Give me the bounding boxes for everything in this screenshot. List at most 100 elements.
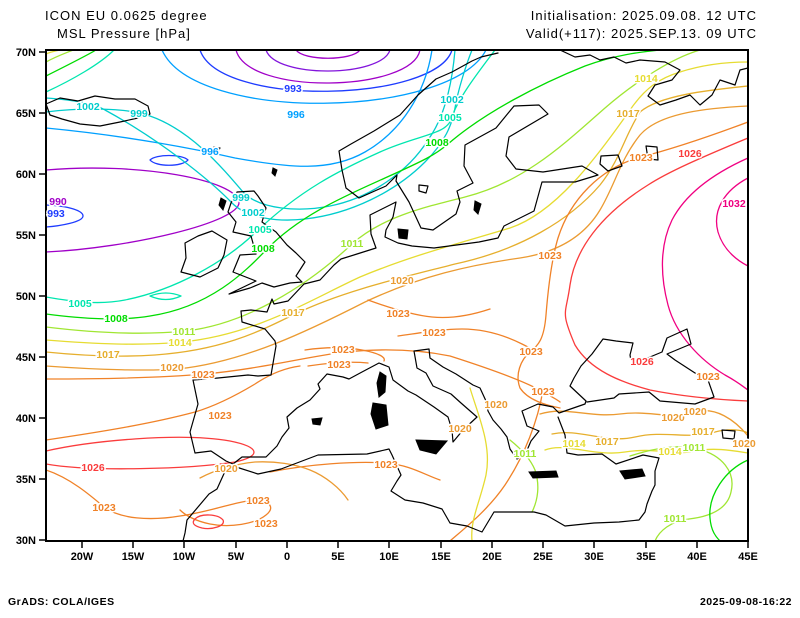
lon-tick-label: 5E xyxy=(331,551,344,563)
island-sicily xyxy=(415,439,449,455)
isobar-label-1017: 1017 xyxy=(691,426,715,438)
island-corsica xyxy=(376,371,387,398)
isobar-1005 xyxy=(149,292,182,301)
isobar-label-1026: 1026 xyxy=(81,462,105,474)
isobar-label-996: 996 xyxy=(287,109,305,121)
coast-iceland xyxy=(46,95,151,127)
lon-tick-label: 15E xyxy=(431,551,451,563)
isobar-label-1020: 1020 xyxy=(732,438,756,450)
isobar-1011 xyxy=(46,50,701,334)
lat-tick-label: 30N xyxy=(16,535,36,547)
isobar-label-1020: 1020 xyxy=(160,362,184,374)
isobar-990 xyxy=(235,50,421,84)
coast-anatolia-levant-africa xyxy=(232,416,660,533)
lon-tick-label: 10W xyxy=(173,551,196,563)
isobar-1005 xyxy=(46,50,496,304)
isobar-label-1002: 1002 xyxy=(440,94,464,106)
isobar-label-1002: 1002 xyxy=(76,101,100,113)
isobar-1011 xyxy=(509,439,539,513)
lon-tick-label: 30E xyxy=(584,551,604,563)
lon-tick-label: 20W xyxy=(71,551,94,563)
isobar-1032 xyxy=(716,177,748,267)
isobar-label-993: 993 xyxy=(284,83,302,95)
isobar-1017 xyxy=(46,85,748,357)
isobar-1017 xyxy=(551,429,748,440)
lat-tick-label: 35N xyxy=(16,474,36,486)
isobar-1026 xyxy=(564,137,748,402)
isobar-1023 xyxy=(449,389,544,541)
isobar-993 xyxy=(46,204,84,228)
isobar-1020 xyxy=(46,105,748,371)
isobar-label-1023: 1023 xyxy=(246,495,270,507)
isobar-label-990: 990 xyxy=(49,196,67,208)
isobar-990 xyxy=(46,167,240,253)
isobar-label-1017: 1017 xyxy=(616,108,640,120)
isobar-1014 xyxy=(469,387,489,541)
isobar-996 xyxy=(161,50,487,104)
isobar-label-1023: 1023 xyxy=(92,502,116,514)
isobar-1029 xyxy=(661,157,748,391)
isobar-label-1008: 1008 xyxy=(104,313,128,325)
grads-credit: GrADS: COLA/IGES xyxy=(8,596,115,608)
lon-tick-label: 40E xyxy=(687,551,707,563)
isobar-1023 xyxy=(397,328,541,355)
isobar-984 xyxy=(295,50,361,59)
island-crete xyxy=(528,470,559,479)
latitude-axis: 70N 65N 60N 55N 50N 45N 40N 35N 30N xyxy=(16,47,46,547)
model-title: ICON EU 0.0625 degree xyxy=(45,8,208,23)
isobar-1023 xyxy=(46,365,301,441)
isobar-1005 xyxy=(46,50,115,93)
isobar-1011 xyxy=(629,446,733,541)
island-sardinia xyxy=(370,402,389,430)
isobar-1026 xyxy=(46,436,255,470)
coast-mainland-west xyxy=(189,52,599,465)
isobar-label-1008: 1008 xyxy=(425,137,449,149)
lon-tick-label: 35E xyxy=(636,551,656,563)
lake-onega xyxy=(645,145,659,161)
lon-tick-label: 15W xyxy=(122,551,145,563)
isobar-label-999: 999 xyxy=(130,108,148,120)
isobar-label-1014: 1014 xyxy=(562,438,586,450)
coast-morocco-atlantic xyxy=(182,466,228,541)
coastlines xyxy=(46,50,748,541)
lon-tick-label: 25E xyxy=(533,551,553,563)
isobar-1020 xyxy=(539,410,748,437)
isobar-label-1011: 1011 xyxy=(173,326,196,338)
lon-tick-label: 5W xyxy=(228,551,245,563)
isobar-993 xyxy=(149,154,189,166)
coast-kola-white-sea xyxy=(559,50,748,106)
lat-tick-label: 55N xyxy=(16,230,36,242)
island-faroe xyxy=(212,146,221,154)
isobar-label-1026: 1026 xyxy=(678,148,702,160)
isobar-1023 xyxy=(304,347,385,362)
isobar-label-1011: 1011 xyxy=(341,238,364,250)
isobar-labels: 9939961002999996990993999100210051008100… xyxy=(46,72,758,532)
coast-ireland xyxy=(180,230,228,278)
isobar-label-1023: 1023 xyxy=(327,359,351,371)
isobar-999 xyxy=(46,50,456,210)
isobar-label-1011: 1011 xyxy=(664,513,687,525)
isobar-label-993: 993 xyxy=(47,208,65,220)
isobar-label-1014: 1014 xyxy=(168,337,192,349)
isobar-label-1020: 1020 xyxy=(484,399,508,411)
lat-tick-label: 70N xyxy=(16,47,36,59)
isobar-993 xyxy=(199,50,453,92)
isobar-1008 xyxy=(46,50,97,77)
lat-tick-label: 40N xyxy=(16,413,36,425)
isobar-label-1020: 1020 xyxy=(214,463,238,475)
lake-ladoga xyxy=(599,154,623,172)
isobar-1026 xyxy=(192,514,225,530)
lon-tick-label: 20E xyxy=(482,551,502,563)
lat-tick-label: 45N xyxy=(16,352,36,364)
isobar-label-1005: 1005 xyxy=(68,298,92,310)
isobar-label-1005: 1005 xyxy=(438,112,462,124)
isobar-label-1008: 1008 xyxy=(251,243,275,255)
island-gotland xyxy=(473,200,482,215)
island-hebrides xyxy=(218,197,227,212)
field-title: MSL Pressure [hPa] xyxy=(57,26,191,41)
lake-van xyxy=(721,429,736,440)
isobar-label-1023: 1023 xyxy=(538,250,562,262)
init-time: Initialisation: 2025.09.08. 12 UTC xyxy=(530,8,757,23)
isobar-label-1032: 1032 xyxy=(722,198,746,210)
